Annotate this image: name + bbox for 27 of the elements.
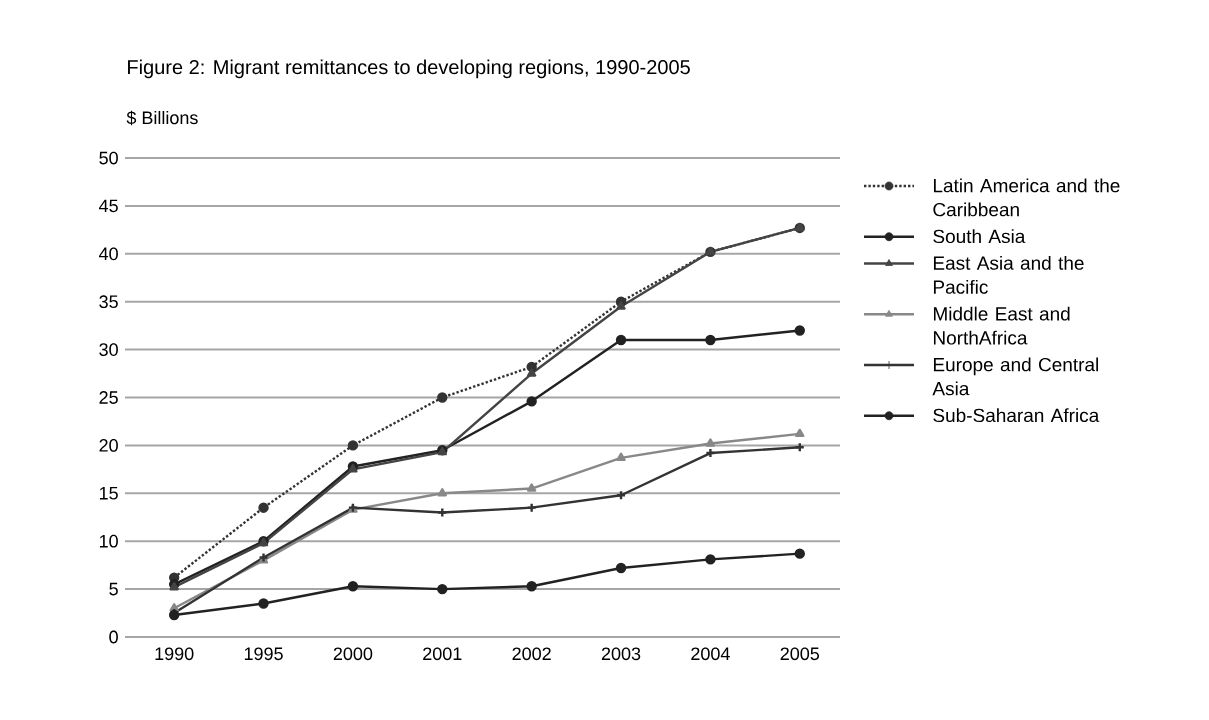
- legend-label: Sub-Saharan Africa: [933, 408, 1100, 423]
- y-tick-label: 40: [99, 247, 118, 261]
- x-tick-label: 2001: [423, 647, 462, 661]
- x-tick-label: 2004: [691, 647, 730, 661]
- legend-label: Middle East and NorthAfrica: [933, 306, 1070, 345]
- legend-label: East Asia and the Pacific: [933, 255, 1084, 294]
- y-tick-label: 20: [99, 439, 118, 452]
- y-tick-label: 15: [99, 487, 118, 500]
- y-tick-label: 10: [99, 534, 118, 548]
- y-axis-title: $ Billions: [126, 110, 198, 126]
- legend-label: Europe and Central Asia: [932, 357, 1098, 396]
- x-tick-label: 2003: [601, 647, 641, 661]
- x-tick-label: 1990: [155, 647, 194, 661]
- y-tick-label: 0: [109, 630, 118, 644]
- chart-title: Figure 2: Migrant remittances to developing regions, 1990-2005: [128, 59, 690, 79]
- legend-label: South Asia: [933, 229, 1026, 244]
- legend-label: Latin America and the Caribbean: [933, 178, 1120, 217]
- y-tick-label: 25: [99, 391, 118, 404]
- y-tick-label: 5: [109, 582, 118, 596]
- x-tick-label: 2005: [780, 647, 820, 661]
- y-tick-label: 35: [99, 295, 118, 309]
- x-tick-label: 2000: [333, 647, 373, 661]
- y-tick-label: 45: [99, 199, 118, 213]
- x-tick-label: 2002: [512, 647, 551, 661]
- y-tick-label: 50: [99, 151, 118, 165]
- x-tick-label: 1995: [244, 647, 283, 661]
- y-tick-label: 30: [99, 343, 118, 356]
